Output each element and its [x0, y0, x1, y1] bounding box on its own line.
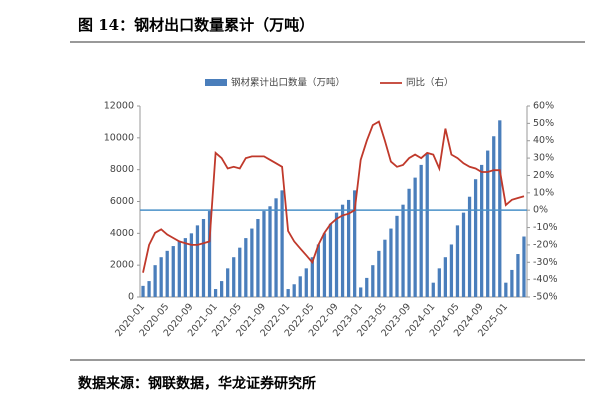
bar: [189, 233, 194, 297]
bar: [262, 211, 266, 297]
bar: [522, 236, 526, 297]
y2-tick-label: 20%: [533, 170, 554, 181]
bar: [226, 268, 230, 297]
bar: [195, 225, 200, 297]
bar: [346, 199, 351, 297]
bar: [498, 120, 502, 297]
y-tick-label: 10000: [104, 132, 134, 143]
y-tick-label: 0: [128, 292, 134, 303]
bar: [334, 212, 339, 297]
bar: [431, 282, 435, 297]
bar: [401, 204, 405, 297]
bar: [177, 241, 181, 297]
bar: [244, 238, 248, 297]
bar: [437, 268, 441, 297]
bar: [504, 282, 508, 297]
chart-title: 图 14：钢材出口数量累计（万吨）: [78, 16, 314, 34]
bar: [220, 281, 224, 297]
bar: [383, 239, 387, 297]
bar: [461, 212, 466, 297]
bar: [443, 257, 447, 297]
bar: [449, 244, 454, 297]
bar: [467, 196, 472, 297]
bar: [328, 223, 333, 297]
bar: [455, 225, 460, 297]
y2-tick-label: -40%: [533, 274, 558, 285]
y2-tick-label: 10%: [533, 187, 554, 198]
bar: [359, 287, 363, 297]
bar: [353, 190, 357, 297]
bar: [492, 136, 496, 297]
bar: [425, 153, 429, 297]
bar: [365, 277, 369, 297]
bar: [147, 281, 151, 297]
bar: [486, 150, 490, 297]
bar: [377, 250, 381, 297]
bar: [274, 198, 278, 297]
y-tick-label: 6000: [110, 196, 134, 207]
y2-tick-label: -30%: [533, 257, 558, 268]
bar: [298, 276, 302, 297]
y2-tick-label: 40%: [533, 135, 554, 146]
bar: [419, 164, 423, 297]
source: 数据来源：钢联数据，华龙证券研究所: [78, 375, 316, 392]
y-tick-label: 8000: [110, 164, 134, 175]
bar: [516, 254, 520, 297]
line: [142, 120, 525, 273]
y2-tick-label: 0%: [533, 205, 548, 216]
bar: [159, 257, 163, 297]
y-tick-label: 2000: [110, 260, 134, 271]
legend-label: 钢材累计出口数量（万吨）: [231, 77, 345, 89]
bar: [473, 179, 478, 297]
bar: [413, 177, 417, 297]
bar: [395, 215, 399, 297]
bar: [165, 250, 169, 297]
y2-tick-label: -10%: [533, 222, 558, 233]
y-tick-label: 4000: [110, 228, 134, 239]
bar: [310, 257, 314, 297]
bar: [153, 265, 157, 297]
bar: [232, 257, 236, 297]
bar: [207, 211, 212, 297]
bar: [292, 284, 296, 297]
bar: [286, 289, 290, 297]
bar: [510, 269, 514, 297]
bar: [213, 289, 218, 297]
bar: [371, 265, 375, 297]
bar: [304, 268, 308, 297]
bar: [201, 219, 206, 297]
bar: [183, 238, 187, 297]
bar: [238, 247, 242, 297]
bar: [250, 228, 254, 297]
y2-tick-label: -50%: [533, 292, 558, 303]
bar: [480, 164, 484, 297]
bar: [256, 219, 260, 297]
y2-tick-label: -20%: [533, 239, 558, 250]
bar: [389, 228, 393, 297]
bar: [322, 233, 327, 297]
bar: [316, 244, 321, 297]
bar: [340, 204, 345, 297]
y2-tick-label: 30%: [533, 153, 554, 164]
bar: [141, 285, 145, 297]
y2-tick-label: 50%: [533, 118, 554, 129]
bar: [407, 188, 411, 297]
bar: [268, 206, 272, 297]
bar: [171, 246, 175, 297]
bar: [280, 190, 284, 297]
y2-tick-label: 60%: [533, 101, 554, 112]
legend-swatch: [205, 79, 227, 86]
legend-label: 同比（右）: [406, 77, 454, 89]
y-tick-label: 12000: [104, 101, 134, 112]
